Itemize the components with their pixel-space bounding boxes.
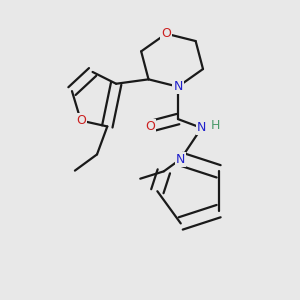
Text: O: O (145, 120, 155, 133)
Text: O: O (76, 114, 86, 127)
Text: O: O (161, 27, 171, 40)
Text: N: N (197, 122, 206, 134)
Text: N: N (176, 152, 185, 166)
Text: N: N (173, 80, 183, 93)
Text: H: H (211, 119, 220, 132)
